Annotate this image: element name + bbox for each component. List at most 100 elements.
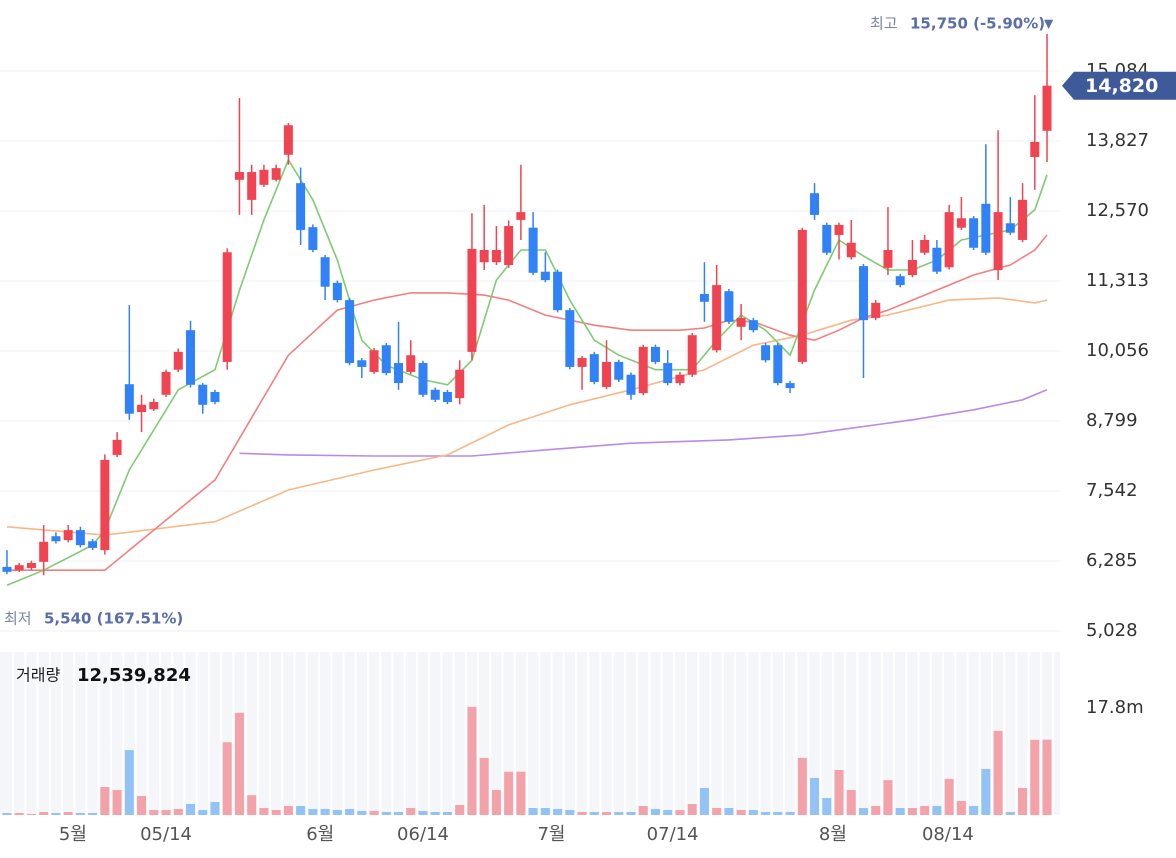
candle-body [308, 227, 318, 250]
candle-body [773, 345, 783, 384]
volume-bar [467, 706, 477, 815]
volume-bar [210, 802, 220, 815]
y-tick-label: 11,313 [1086, 270, 1149, 291]
volume-bar [773, 811, 783, 815]
x-tick-label: 8월 [819, 824, 847, 845]
volume-bar [186, 804, 196, 815]
candle-body [491, 249, 501, 263]
candle-body [956, 218, 966, 228]
candle-body [296, 183, 306, 230]
y-tick-label: 6,285 [1086, 550, 1138, 571]
volume-bar [761, 811, 771, 815]
x-tick-label: 6월 [306, 824, 334, 845]
candle-body [712, 285, 722, 351]
volume-bar [161, 810, 171, 815]
volume-bar [871, 805, 881, 815]
volume-bar [247, 795, 257, 815]
volume-bar [736, 810, 746, 815]
volume-bar [528, 808, 538, 815]
volume-bar [418, 810, 428, 815]
y-tick-label: 12,570 [1086, 200, 1149, 221]
candle-body [797, 229, 807, 362]
volume-bar [932, 805, 942, 815]
candle-body [589, 354, 599, 382]
candle-body [699, 293, 709, 302]
volume-bar [969, 805, 979, 815]
volume-bar [345, 808, 355, 815]
candle-body [1042, 85, 1052, 131]
volume-bar [883, 780, 893, 815]
candle-body [895, 276, 905, 286]
candle-body [259, 169, 269, 185]
volume-bar [442, 811, 452, 815]
candle-body [75, 530, 85, 546]
candle-body [724, 291, 734, 322]
candle-body [822, 224, 832, 253]
volume-bar [75, 813, 85, 815]
volume-bar [124, 750, 134, 815]
volume-bar [687, 804, 697, 815]
candle-body [969, 218, 979, 248]
candle-body [186, 330, 196, 385]
candle-body [944, 212, 954, 268]
volume-bar [907, 808, 917, 815]
volume-bar [198, 810, 208, 815]
candle-body [455, 369, 465, 399]
candle-body [907, 260, 917, 276]
x-tick-label: 07/14 [647, 824, 699, 845]
candle-body [981, 203, 991, 253]
y-tick-label: 8,799 [1086, 410, 1138, 431]
candle-body [39, 541, 49, 562]
volume-bar [981, 768, 991, 815]
candle-body [149, 402, 159, 410]
volume-total: 12,539,824 [77, 665, 191, 686]
candle-body [602, 361, 612, 387]
volume-bar [283, 805, 293, 815]
volume-bar [137, 796, 147, 815]
x-tick-label: 06/14 [397, 824, 449, 845]
x-tick-label: 08/14 [922, 824, 974, 845]
volume-bar [895, 808, 905, 815]
volume-bar [920, 805, 930, 815]
volume-bar [589, 811, 599, 815]
candle-body [663, 363, 673, 384]
volume-bar [39, 811, 49, 815]
volume-bar [406, 808, 416, 815]
volume-bar [51, 813, 61, 815]
low-value: 5,540 (167.51%) [44, 610, 183, 628]
volume-bar [944, 778, 954, 815]
moving-average-line [239, 389, 1048, 457]
candle-body [479, 249, 489, 263]
y-tick-label: 17.8m [1086, 697, 1144, 718]
candle-body [26, 562, 36, 568]
candle-body [88, 541, 98, 548]
candle-body [418, 363, 428, 395]
volume-bar [516, 771, 526, 815]
candle-body [785, 383, 795, 389]
candle-body [51, 536, 61, 542]
candle-body [565, 310, 575, 367]
candle-body [161, 371, 171, 395]
volume-bar [638, 805, 648, 815]
volume-bar [724, 808, 734, 815]
candle-body [687, 335, 697, 375]
candle-body [528, 227, 538, 273]
candle-body [345, 300, 355, 364]
volume-bar [993, 730, 1003, 815]
candle-body [1018, 199, 1028, 240]
candle-body [614, 361, 624, 380]
volume-bar [675, 810, 685, 815]
candle-body [761, 345, 771, 361]
volume-bar [822, 797, 832, 815]
candle-body [271, 168, 281, 180]
volume-bar [540, 808, 550, 815]
candle-body [883, 249, 893, 268]
moving-average-line [7, 234, 1048, 571]
high-value: 15,750 (-5.90%) [910, 15, 1045, 33]
candle-body [198, 384, 208, 405]
candle-body [332, 282, 342, 301]
candle-body [467, 248, 477, 352]
volume-bar [222, 742, 232, 815]
volume-bar [858, 808, 868, 815]
